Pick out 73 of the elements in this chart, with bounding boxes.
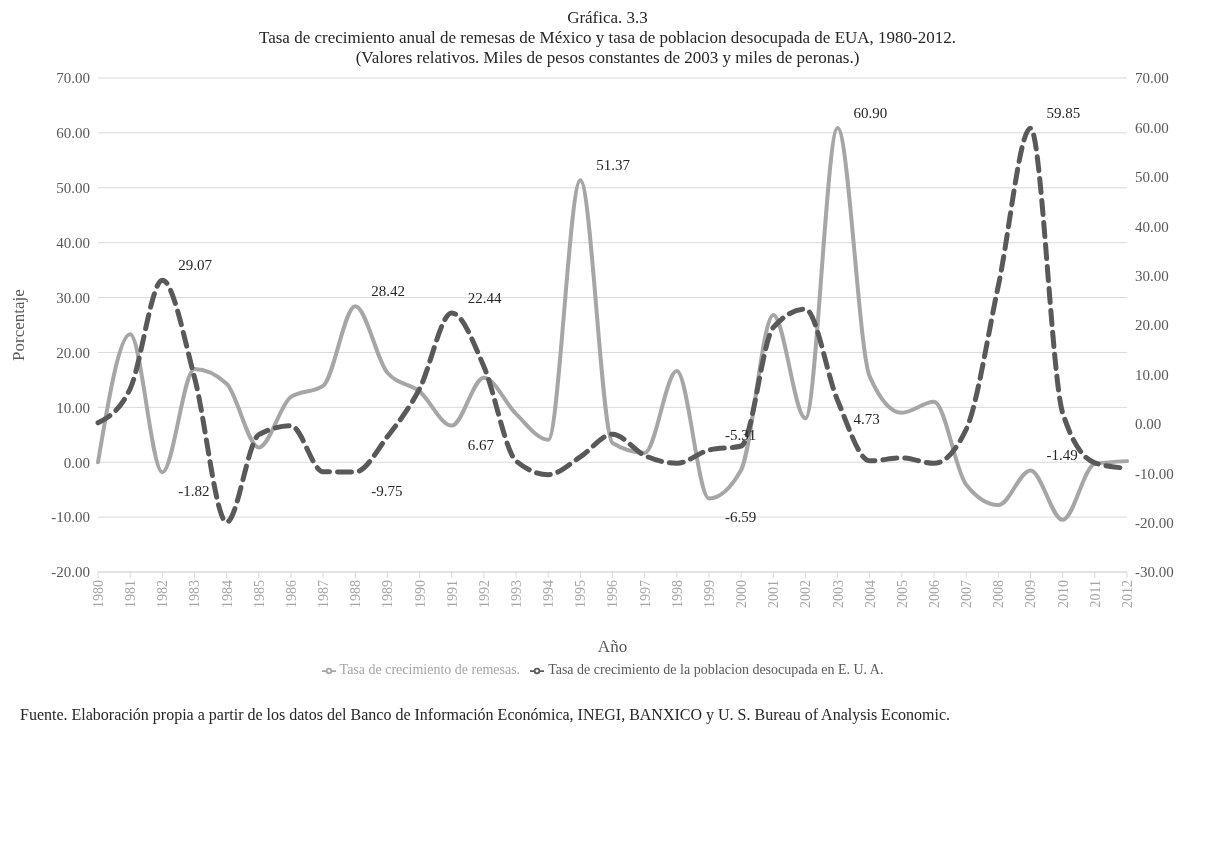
y-axis-title: Porcentaje bbox=[9, 289, 29, 361]
y-tick-label: 60.00 bbox=[56, 125, 90, 142]
x-tick-label: 1998 bbox=[669, 580, 685, 608]
y-tick-label: 10.00 bbox=[56, 399, 90, 416]
chart-title: Gráfica. 3.3 bbox=[566, 8, 649, 28]
y-tick-label: -20.00 bbox=[51, 564, 90, 581]
source-note: Fuente. Elaboración propia a partir de los datos del Banco de Información Económica, INEGI, BANXICO y U. S. Bureau of Analysis Economic. bbox=[20, 706, 951, 724]
x-tick-label: 1994 bbox=[541, 580, 557, 608]
x-tick-label: 1990 bbox=[412, 580, 428, 608]
x-tick-label: 1997 bbox=[637, 580, 653, 608]
y-tick-label: 0.00 bbox=[63, 454, 90, 471]
x-tick-label: 2000 bbox=[734, 580, 750, 608]
y2-tick-label: 0.00 bbox=[1135, 416, 1162, 433]
x-tick-label: 1981 bbox=[123, 580, 139, 608]
y2-tick-label: 10.00 bbox=[1135, 366, 1169, 383]
x-tick-label: 2004 bbox=[862, 580, 878, 608]
chart-subtitle: Tasa de crecimiento anual de remesas de México y tasa de poblacion desocupada de EUA, 1980-2012. (Valores relativos. Miles de pesos constantes de 2003 y miles de peronas.) bbox=[258, 28, 957, 68]
legend-label: Tasa de crecimiento de la poblacion desocupada en E. U. A. bbox=[548, 662, 884, 677]
x-tick-label: 1999 bbox=[701, 580, 717, 608]
data-label: -6.59 bbox=[724, 509, 757, 526]
x-tick-label: 2003 bbox=[830, 580, 846, 608]
x-tick-label: 1984 bbox=[219, 580, 235, 608]
data-label: -9.75 bbox=[371, 482, 403, 499]
data-label: -1.82 bbox=[178, 483, 210, 500]
x-tick-label: 1996 bbox=[605, 580, 621, 608]
y-tick-label: 70.00 bbox=[56, 70, 90, 87]
x-tick-label: 2012 bbox=[1119, 580, 1135, 608]
x-tick-label: 1982 bbox=[155, 580, 171, 608]
y2-tick-label: 20.00 bbox=[1135, 317, 1169, 334]
data-label: 51.37 bbox=[596, 157, 631, 174]
data-label: -1.49 bbox=[1046, 447, 1078, 464]
x-tick-label: 1995 bbox=[573, 580, 589, 608]
x-tick-label: 2006 bbox=[927, 580, 942, 608]
x-tick-label: 1985 bbox=[251, 580, 267, 608]
x-tick-label: 1988 bbox=[348, 580, 364, 608]
x-tick-label: 2001 bbox=[766, 580, 782, 608]
x-tick-label: 2010 bbox=[1055, 580, 1071, 608]
x-tick-label: 1993 bbox=[508, 580, 524, 608]
x-tick-label: 2009 bbox=[1023, 580, 1039, 608]
x-tick-label: 1992 bbox=[476, 580, 492, 608]
y-tick-label: 50.00 bbox=[56, 180, 90, 197]
x-tick-label: 1987 bbox=[316, 580, 332, 608]
y-tick-label: 30.00 bbox=[56, 289, 90, 306]
data-label: 59.85 bbox=[1046, 105, 1081, 122]
x-axis-title: Año bbox=[597, 637, 628, 656]
y2-tick-label: 70.00 bbox=[1135, 70, 1169, 87]
y2-tick-label: 50.00 bbox=[1135, 169, 1169, 186]
data-label: 29.07 bbox=[178, 257, 213, 274]
data-label: 6.67 bbox=[467, 436, 495, 453]
y2-tick-label: -30.00 bbox=[1135, 564, 1174, 581]
x-tick-label: 2011 bbox=[1087, 580, 1103, 608]
y2-tick-label: 30.00 bbox=[1135, 267, 1169, 284]
data-label: 60.90 bbox=[853, 104, 888, 121]
x-tick-label: 1989 bbox=[380, 580, 396, 608]
y2-tick-label: 40.00 bbox=[1135, 218, 1169, 235]
x-tick-label: 1983 bbox=[187, 580, 203, 608]
y-tick-label: 20.00 bbox=[56, 344, 90, 361]
y2-tick-label: 60.00 bbox=[1135, 119, 1169, 136]
data-label: 4.73 bbox=[853, 411, 880, 428]
x-tick-label: 1991 bbox=[444, 580, 460, 608]
x-tick-label: 2007 bbox=[959, 580, 975, 608]
y-tick-label: 40.00 bbox=[56, 234, 90, 251]
legend-label: Tasa de crecimiento de remesas. bbox=[339, 662, 521, 677]
data-label: 28.42 bbox=[371, 283, 405, 300]
x-tick-label: 2005 bbox=[894, 580, 910, 608]
x-tick-label: 2008 bbox=[991, 580, 1007, 608]
x-tick-label: 1986 bbox=[283, 580, 299, 608]
y2-tick-label: -10.00 bbox=[1135, 465, 1174, 482]
data-label: 22.44 bbox=[467, 289, 502, 306]
x-tick-label: 1980 bbox=[90, 580, 106, 608]
x-tick-label: 2002 bbox=[798, 580, 814, 608]
y2-tick-label: -20.00 bbox=[1135, 514, 1174, 531]
y-tick-label: -10.00 bbox=[51, 509, 90, 526]
